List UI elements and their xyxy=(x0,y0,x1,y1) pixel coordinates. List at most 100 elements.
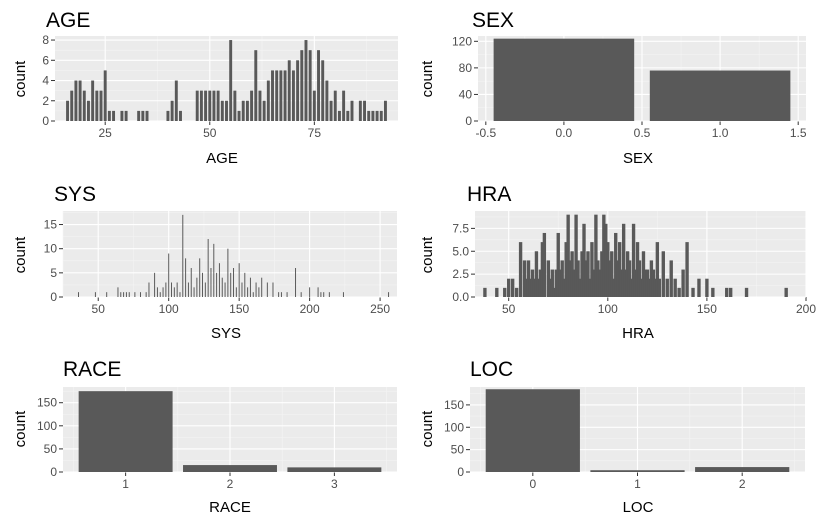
race-y-tick-label: 0 xyxy=(50,465,57,479)
sys-bar xyxy=(328,292,330,297)
age-bar xyxy=(225,100,228,121)
age-bar xyxy=(275,70,279,121)
sys-bar xyxy=(117,287,119,297)
sys-bar xyxy=(252,292,254,297)
sys-bar xyxy=(216,272,218,297)
race-y-tick-label: 150 xyxy=(37,396,57,410)
age-bar xyxy=(212,90,216,121)
sys-y-tick-label: 5 xyxy=(50,266,57,280)
age-bar xyxy=(120,110,124,121)
age-bar xyxy=(291,70,295,121)
age-bar xyxy=(107,110,111,121)
hra-bar xyxy=(629,278,634,297)
hra-title: HRA xyxy=(467,183,511,206)
hra-bar xyxy=(570,251,574,297)
race-title: RACE xyxy=(63,358,121,381)
hra-bar xyxy=(647,278,652,297)
hra-bar xyxy=(495,287,499,297)
sex-y-tick-label: 40 xyxy=(459,87,473,101)
sys-x-tick-label: 250 xyxy=(370,302,390,316)
age-bar xyxy=(363,100,367,121)
sex-x-tick-label: 0.5 xyxy=(634,126,651,140)
age-bar xyxy=(245,100,249,121)
sys-bar xyxy=(317,287,319,297)
hra-bar xyxy=(600,251,604,297)
race-x-tick-label: 1 xyxy=(122,477,129,491)
loc-ylabel: count xyxy=(419,410,436,448)
sys-bar xyxy=(342,292,344,297)
age-bar xyxy=(216,90,220,121)
race-ylabel: count xyxy=(12,410,29,448)
loc-bar xyxy=(590,470,685,472)
hra-bar xyxy=(518,242,523,297)
sex-ylabel: count xyxy=(419,60,436,98)
age-bar xyxy=(195,90,199,121)
hra-bar xyxy=(580,251,584,297)
hra-chart: HRA HRA count 50 100 150 200 0.0 2.5 5.0 7.5 xyxy=(419,183,816,342)
sys-bar xyxy=(207,239,209,297)
sys-bar xyxy=(295,268,297,297)
age-y-tick-label: 8 xyxy=(42,33,49,47)
sys-bar xyxy=(255,282,257,297)
sys-bar xyxy=(233,268,235,297)
sys-bar xyxy=(145,292,147,297)
sys-bar xyxy=(125,292,127,297)
age-xlabel: AGE xyxy=(206,150,238,167)
age-bar xyxy=(103,70,107,121)
loc-title: LOC xyxy=(470,358,513,381)
hra-bar xyxy=(530,269,535,297)
sys-panel xyxy=(63,211,397,297)
age-y-tick-label: 4 xyxy=(42,74,49,88)
age-bar xyxy=(350,100,354,121)
age-bar xyxy=(342,90,346,121)
sys-bar xyxy=(309,287,311,297)
sys-bar xyxy=(106,292,108,297)
age-bar xyxy=(258,90,262,121)
age-bar xyxy=(337,110,341,121)
sex-x-tick-label: -0.5 xyxy=(475,126,496,140)
age-bar xyxy=(329,100,333,121)
sys-bar xyxy=(134,292,136,297)
hra-bar xyxy=(627,260,632,297)
hra-bar xyxy=(631,223,636,297)
sys-bar xyxy=(388,292,390,297)
age-bar xyxy=(74,80,78,121)
sys-y-tick-label: 0 xyxy=(50,290,57,304)
sex-y-tick-label: 120 xyxy=(452,34,472,48)
sys-bar xyxy=(196,277,198,297)
age-bar xyxy=(346,110,350,121)
race-bar xyxy=(78,391,173,472)
hra-bar xyxy=(560,260,564,297)
sys-bar xyxy=(241,282,243,297)
hra-bar xyxy=(572,269,576,297)
sys-bar xyxy=(148,282,150,297)
sys-bar xyxy=(235,287,237,297)
hra-bar xyxy=(522,260,527,297)
hra-bar xyxy=(669,260,673,297)
hra-bar xyxy=(697,278,701,297)
hra-bar xyxy=(637,260,642,297)
sys-bar xyxy=(280,292,282,297)
hra-bar xyxy=(564,242,568,297)
hra-bar xyxy=(540,242,545,297)
sex-bar xyxy=(649,70,791,121)
hra-bar xyxy=(612,278,616,297)
race-y-tick-label: 100 xyxy=(37,419,57,433)
sys-bar xyxy=(120,292,122,297)
age-bar xyxy=(179,110,182,121)
age-bar xyxy=(379,110,383,121)
hra-bar xyxy=(528,278,533,297)
sex-bar xyxy=(493,38,635,121)
race-chart: RACE RACE count 1 2 3 0 50 100 150 xyxy=(12,358,397,516)
sys-bar xyxy=(224,282,226,297)
sys-x-tick-label: 50 xyxy=(92,302,106,316)
hra-bar xyxy=(582,223,586,297)
race-xlabel: RACE xyxy=(209,499,251,516)
age-bar xyxy=(367,110,371,121)
hra-y-tick-label: 7.5 xyxy=(452,221,469,235)
loc-x-tick-label: 0 xyxy=(529,477,536,491)
age-bar xyxy=(233,90,237,121)
age-bar xyxy=(287,60,291,121)
hra-bar xyxy=(594,214,598,297)
hra-bar xyxy=(483,287,487,297)
